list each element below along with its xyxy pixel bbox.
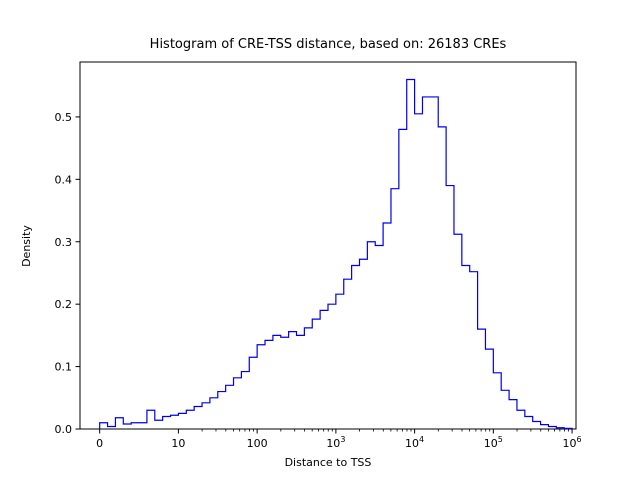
x-tick-label: 105 bbox=[484, 435, 503, 450]
data-layer bbox=[99, 78, 573, 429]
x-tick-label: 106 bbox=[563, 435, 582, 450]
y-tick-label: 0.0 bbox=[55, 423, 73, 436]
y-tick-label: 0.2 bbox=[55, 298, 73, 311]
x-tick-label: 100 bbox=[247, 437, 268, 450]
y-tick-label: 0.3 bbox=[55, 236, 73, 249]
histogram-step-line bbox=[99, 78, 573, 429]
x-tick-label: 10 bbox=[171, 437, 185, 450]
y-tick-label: 0.4 bbox=[55, 173, 73, 186]
y-axis-label: Density bbox=[20, 225, 33, 267]
y-tick-label: 0.5 bbox=[55, 111, 73, 124]
x-tick-label: 103 bbox=[326, 435, 345, 450]
axes-layer: 0 10 100 103 104 105 106 0.0 0.1 0.2 0.3 0.4 0.5 bbox=[55, 61, 582, 450]
y-tick-label: 0.1 bbox=[55, 361, 73, 374]
x-axis-label: Distance to TSS bbox=[285, 456, 372, 469]
x-tick-label: 104 bbox=[405, 435, 424, 450]
chart-title: Histogram of CRE-TSS distance, based on:… bbox=[150, 37, 507, 52]
x-tick-label: 0 bbox=[96, 437, 103, 450]
